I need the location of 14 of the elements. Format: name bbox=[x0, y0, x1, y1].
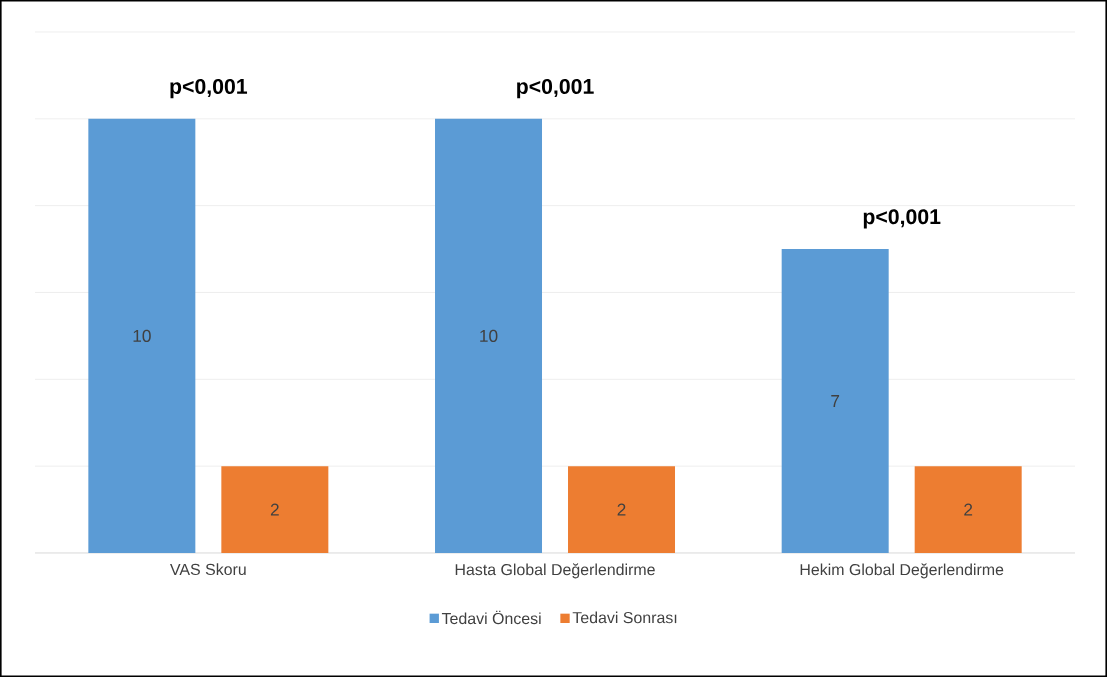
annotation: p<0,001 bbox=[517, 78, 594, 99]
data-label: 10 bbox=[133, 329, 151, 343]
data-label: 2 bbox=[964, 503, 973, 516]
annotation: p<0,001 bbox=[863, 209, 941, 229]
data-label: 7 bbox=[831, 395, 840, 407]
x-tick-label: VAS Skoru bbox=[170, 563, 246, 576]
annotation: p<0,001 bbox=[170, 78, 248, 99]
x-tick-label: Hekim Global Değerlendirme bbox=[800, 563, 1004, 579]
x-tick-label: Hasta Global Değerlendirme bbox=[455, 563, 655, 579]
data-label: 2 bbox=[270, 503, 279, 516]
legend-label: Tedavi Sonrası bbox=[572, 611, 677, 624]
data-label: 10 bbox=[480, 329, 498, 343]
legend-label: Tedavi Öncesi bbox=[441, 610, 541, 625]
data-label: 2 bbox=[617, 503, 626, 516]
